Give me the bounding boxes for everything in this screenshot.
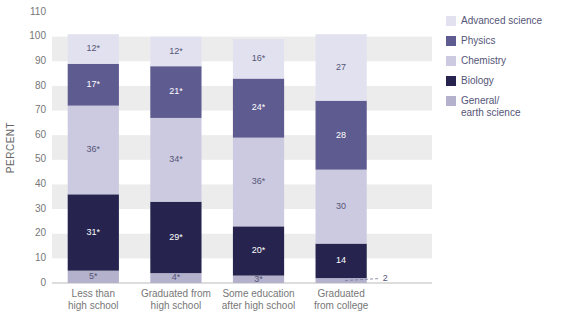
bar-segment xyxy=(316,278,367,283)
y-tick-label: 100 xyxy=(29,30,46,41)
bar-segment xyxy=(68,106,119,195)
y-tick-label: 110 xyxy=(30,6,46,17)
legend-swatch xyxy=(446,56,456,66)
y-tick-label: 20 xyxy=(35,227,47,238)
bar-segment xyxy=(233,39,284,78)
data-label: 4* xyxy=(172,272,181,282)
legend-swatch xyxy=(446,96,456,106)
legend: Advanced science Physics Chemistry Biology G… xyxy=(446,15,543,118)
data-label: 36* xyxy=(252,176,266,186)
data-label: 31* xyxy=(87,227,101,237)
data-label: 34* xyxy=(169,154,183,164)
label-leader xyxy=(345,279,380,281)
data-label: 16* xyxy=(252,53,266,63)
data-label: 21* xyxy=(169,86,183,96)
bar-segment xyxy=(68,64,119,106)
x-axis: Less thanhigh school Graduated fromhigh s… xyxy=(68,288,369,311)
data-label: 29* xyxy=(169,232,183,242)
data-label: 27 xyxy=(336,62,346,72)
y-tick-label: 10 xyxy=(35,252,47,263)
data-label: 5* xyxy=(89,271,98,281)
bar-segment xyxy=(150,37,201,67)
y-tick-label: 50 xyxy=(35,153,47,164)
y-axis-label: PERCENT xyxy=(5,122,16,173)
bar-segment xyxy=(68,271,119,283)
bar-segment xyxy=(150,273,201,283)
data-label: 28 xyxy=(336,130,346,140)
y-tick-label: 30 xyxy=(35,203,47,214)
data-label: 12* xyxy=(87,43,101,53)
bar-segment xyxy=(316,101,367,170)
bar-segment xyxy=(150,66,201,118)
y-tick-label: 0 xyxy=(40,277,46,288)
legend-item: Advanced science xyxy=(446,15,543,26)
legend-swatch xyxy=(446,16,456,26)
data-labels: 5* 4* 3* 2 31* 29* 20* 14 36* 34* 36* 30 17* 21* 24* 28… xyxy=(87,43,388,283)
legend-item: Chemistry xyxy=(446,55,506,66)
legend-item: General/earth science xyxy=(446,95,521,118)
bar-segment xyxy=(233,226,284,275)
data-label: 3* xyxy=(254,274,263,284)
bar-segment xyxy=(316,34,367,101)
data-label: 30 xyxy=(336,201,346,211)
x-tick-label: Graduatedfrom college xyxy=(314,288,369,311)
y-axis: 0 10 20 30 40 50 60 70 80 90 100 110 xyxy=(29,6,46,288)
legend-label: Advanced science xyxy=(461,15,543,26)
bar-segment xyxy=(233,79,284,138)
y-tick-label: 60 xyxy=(35,129,47,140)
data-label: 24* xyxy=(252,102,266,112)
data-label: 12* xyxy=(169,46,183,56)
x-tick-label: Graduated fromhigh school xyxy=(141,288,211,311)
data-label: 2 xyxy=(383,273,388,283)
bar-segment xyxy=(150,202,201,273)
y-tick-label: 40 xyxy=(35,178,47,189)
data-label: 14 xyxy=(336,255,346,265)
y-tick-label: 80 xyxy=(35,80,47,91)
legend-item: Biology xyxy=(446,75,494,86)
y-tick-label: 90 xyxy=(35,55,47,66)
data-label: 36* xyxy=(87,144,101,154)
x-tick-label: Some educationafter high school xyxy=(222,288,295,311)
data-label: 17* xyxy=(87,79,101,89)
legend-swatch xyxy=(446,36,456,46)
y-tick-label: 70 xyxy=(35,104,47,115)
legend-label: Chemistry xyxy=(461,55,506,66)
bar-segment xyxy=(68,34,119,64)
chart: 0 10 20 30 40 50 60 70 80 90 100 110 PERCENT 5* 4* 3* 2 3… xyxy=(0,0,564,325)
bars xyxy=(68,34,367,283)
bar-segment xyxy=(68,194,119,270)
bar-segment xyxy=(233,138,284,227)
bar-segment xyxy=(316,170,367,244)
legend-label: Physics xyxy=(461,35,495,46)
legend-label: Biology xyxy=(461,75,494,86)
x-tick-label: Less thanhigh school xyxy=(68,288,119,311)
legend-swatch xyxy=(446,76,456,86)
data-label: 20* xyxy=(252,245,266,255)
bar-segment xyxy=(316,244,367,278)
legend-item: Physics xyxy=(446,35,495,46)
bar-segment xyxy=(150,118,201,202)
legend-label: General/earth science xyxy=(461,95,521,118)
